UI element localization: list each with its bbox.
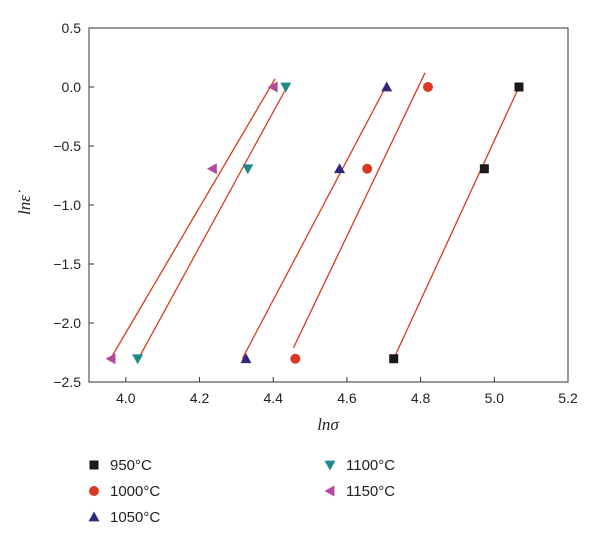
x-tick-label: 4.0 [116,390,136,406]
x-tick-label: 4.8 [411,390,431,406]
legend: 950°C 1000°C 1050°C 1100°C 1150°C [88,457,395,526]
plot-frame [88,27,569,383]
fit-line [292,72,426,349]
data-point [280,82,292,93]
data-point [242,164,254,175]
fit-line [110,78,276,358]
legend-marker [89,486,99,496]
data-point [290,353,301,364]
y-tick-label: −0.5 [53,138,81,154]
x-tick-label: 5.2 [558,390,578,406]
y-tick-label: 0.0 [62,79,82,95]
legend-marker [88,511,100,522]
legend-label: 1150°C [346,483,395,500]
legend-label: 1050°C [110,509,160,526]
y-tick-label: −2.5 [53,374,81,390]
x-tick-label: 5.0 [485,390,505,406]
y-tick-label: −2.0 [53,315,81,331]
legend-item: 950°C [89,457,152,474]
data-point [267,81,278,93]
data-points [105,81,524,365]
data-point [240,353,252,364]
x-tick-label: 4.6 [337,390,357,406]
data-point [206,163,217,175]
data-point [381,81,393,92]
legend-marker [89,460,99,470]
x-axis: 4.0 4.2 4.4 4.6 4.8 5.0 5.2 [116,377,578,406]
y-tick-label: 0.5 [62,20,82,36]
data-point [334,163,346,174]
legend-label: 1100°C [346,457,395,474]
y-axis: 0.5 0.0 −0.5 −1.0 −1.5 −2.0 −2.5 [53,20,94,390]
x-tick-label: 4.4 [263,390,283,406]
y-tick-label: −1.5 [53,256,81,272]
fit-line [393,86,520,360]
fit-line [137,86,288,360]
fit-lines [110,72,520,360]
data-point [132,354,144,365]
data-point [422,82,433,92]
legend-item: 1100°C [324,457,395,474]
legend-marker [324,460,336,471]
legend-item: 1000°C [89,483,160,500]
legend-item: 1050°C [88,509,160,526]
legend-label: 1000°C [110,483,160,500]
x-tick-label: 4.2 [190,390,210,406]
data-point [479,164,489,174]
x-axis-title: lnσ [317,415,339,434]
y-tick-label: −1.0 [53,197,81,213]
data-point [514,82,524,92]
legend-marker [324,485,335,497]
data-point [105,353,116,365]
data-point [389,354,399,364]
fit-line [241,86,387,360]
legend-label: 950°C [110,457,152,474]
y-axis-title: lnε̇ [15,190,34,215]
data-point [362,163,373,174]
legend-item: 1150°C [324,483,395,500]
